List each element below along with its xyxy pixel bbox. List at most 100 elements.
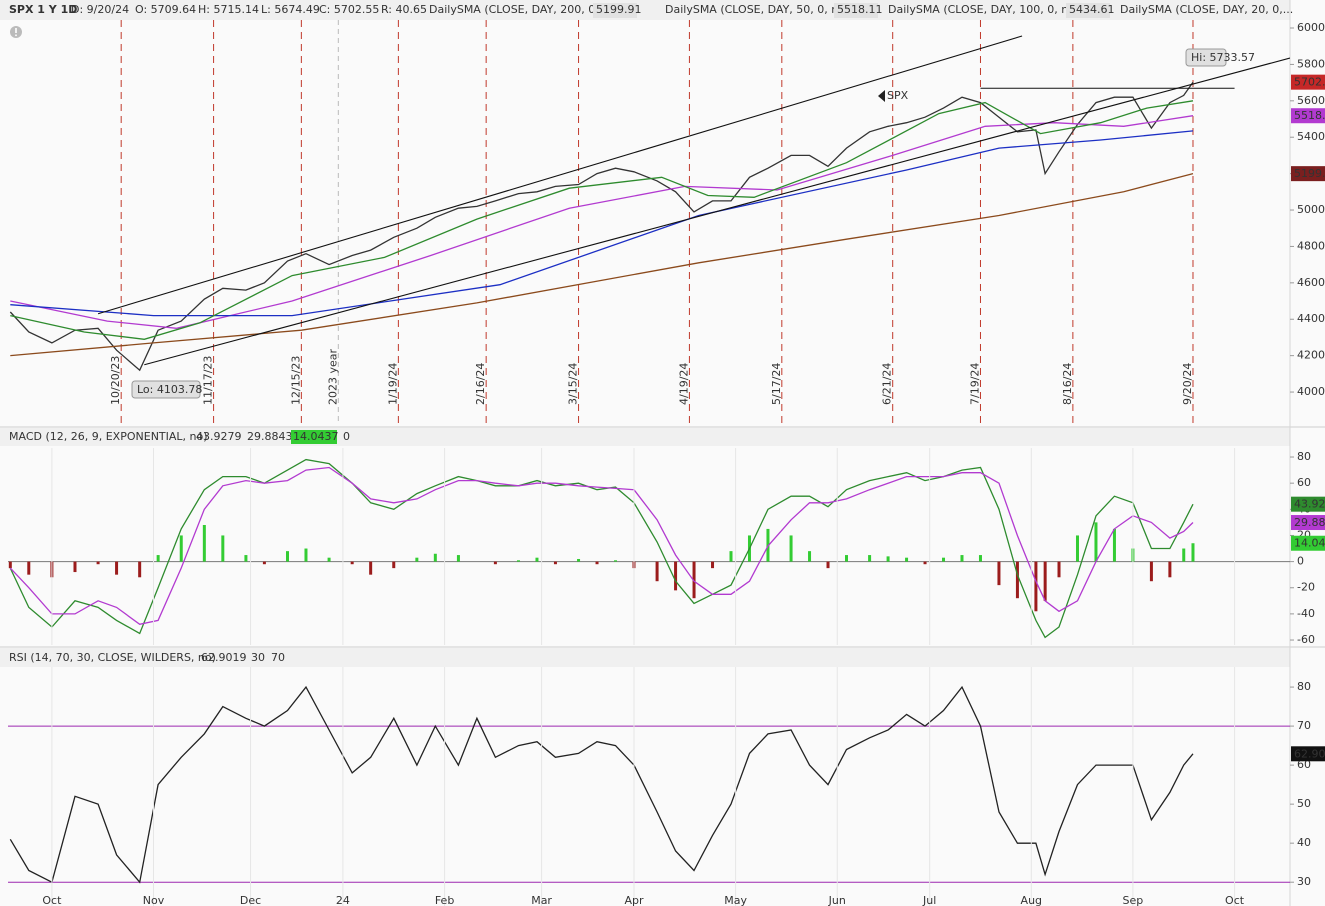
event-label: 9/20/24 xyxy=(1181,363,1194,405)
histogram-bar xyxy=(456,555,460,562)
hi-box xyxy=(1185,48,1227,67)
axis-value-box xyxy=(1291,166,1325,182)
axis-value-box xyxy=(1291,108,1325,124)
x-tick-label: Oct xyxy=(42,894,62,906)
y-tick-label: 5600 xyxy=(1297,94,1325,107)
header-item: C: 5702.55 xyxy=(319,3,379,16)
histogram-bar xyxy=(1182,548,1186,562)
histogram-bar xyxy=(179,535,183,562)
y-tick-label: 50 xyxy=(1297,797,1311,810)
hist-value-box xyxy=(291,430,337,444)
y-tick-label: 0 xyxy=(1297,555,1304,568)
histogram-bar xyxy=(8,561,12,569)
histogram-bar xyxy=(978,555,982,562)
y-tick-label: 60 xyxy=(1297,758,1311,771)
rsi-panel xyxy=(8,667,1290,906)
histogram-bar xyxy=(327,557,331,562)
study-value-box xyxy=(1066,3,1110,18)
level-value: 70 xyxy=(271,651,285,664)
histogram-bar xyxy=(674,561,678,591)
histogram-bar xyxy=(942,557,946,562)
axis-value-box xyxy=(1291,515,1325,531)
series-line xyxy=(9,685,1194,884)
axis-value-label: 5199.91 xyxy=(1294,167,1325,180)
histogram-bar xyxy=(553,561,557,565)
zero-value: 0 xyxy=(343,430,350,443)
event-label: 4/19/24 xyxy=(677,363,690,405)
axis-value-label: 14.0437 xyxy=(1294,537,1325,550)
histogram-bar xyxy=(577,558,581,562)
axis-value-box xyxy=(1291,746,1325,762)
y-tick-label: 4800 xyxy=(1297,239,1325,252)
axis-value-box xyxy=(1291,535,1325,551)
study-label: DailySMA (CLOSE, DAY, 50, 0, no) xyxy=(665,3,849,16)
study-label: DailySMA (CLOSE, DAY, 200, 0, no) xyxy=(429,3,620,16)
series-line xyxy=(10,100,1194,340)
axis-value-label: 29.8843 xyxy=(1294,516,1325,529)
histogram-bar xyxy=(262,561,266,565)
histogram-bar xyxy=(96,561,100,565)
histogram-bar xyxy=(156,555,160,562)
event-label: 11/17/23 xyxy=(202,356,215,405)
event-label: 1/19/24 xyxy=(386,363,399,405)
histogram-bar xyxy=(692,561,696,599)
x-tick-label: Sep xyxy=(1123,894,1144,906)
header-item: O: 5709.64 xyxy=(135,3,196,16)
axis-value-box xyxy=(1291,74,1325,90)
event-label: 2/16/24 xyxy=(474,363,487,405)
histogram-bar xyxy=(997,561,1001,586)
header-item: L: 5674.49 xyxy=(261,3,320,16)
histogram-bar xyxy=(905,557,909,562)
y-tick-label: -60 xyxy=(1297,633,1315,646)
histogram-bar xyxy=(729,551,733,562)
x-tick-label: Mar xyxy=(531,894,552,906)
histogram-bar xyxy=(886,556,890,562)
trend-line xyxy=(97,35,1023,315)
histogram-bar xyxy=(1057,561,1061,578)
histogram-bar xyxy=(392,561,396,569)
study-value: 5518.11 xyxy=(837,3,883,16)
macd-panel xyxy=(8,448,1290,645)
rsi-header-bar xyxy=(0,648,1290,667)
histogram-bar xyxy=(493,561,497,565)
x-tick-label: Dec xyxy=(240,894,261,906)
histogram-bar xyxy=(1094,522,1098,562)
histogram-bar xyxy=(73,561,77,573)
signal-value: 29.8843 xyxy=(247,430,293,443)
x-tick-label: Aug xyxy=(1021,894,1042,906)
histogram-bar xyxy=(304,548,308,562)
histogram-bar xyxy=(960,555,964,562)
axis-value-label: 62.9019 xyxy=(1294,747,1325,760)
histogram-bar xyxy=(844,555,848,562)
y-tick-label: 4600 xyxy=(1297,276,1325,289)
x-tick-label: Oct xyxy=(1225,894,1245,906)
histogram-bar xyxy=(826,561,830,569)
axis-value-box xyxy=(1291,496,1325,512)
alert-icon-mark xyxy=(15,34,17,37)
series-line xyxy=(9,81,1194,372)
hi-label: Hi: 5733.57 xyxy=(1191,51,1255,64)
histogram-bar xyxy=(244,555,248,562)
event-label: 12/15/23 xyxy=(289,356,302,405)
x-tick-label: May xyxy=(724,894,747,906)
y-tick-label: 30 xyxy=(1297,875,1311,888)
histogram-bar xyxy=(711,561,715,569)
lo-label: Lo: 4103.78 xyxy=(137,383,202,396)
symbol-arrow xyxy=(878,90,885,102)
histogram-bar xyxy=(789,535,793,562)
macd-title: MACD (12, 26, 9, EXPONENTIAL, no) xyxy=(9,430,208,443)
y-tick-label: 80 xyxy=(1297,680,1311,693)
alert-icon-mark xyxy=(15,28,17,33)
study-value: 5434.61 xyxy=(1069,3,1115,16)
histogram-bar xyxy=(415,557,419,562)
labels: 4000420044004600480050005200540056005800… xyxy=(9,3,1325,906)
histogram-bar xyxy=(1112,528,1116,562)
y-tick-label: 5000 xyxy=(1297,203,1325,216)
rsi-title: RSI (14, 70, 30, CLOSE, WILDERS, no) xyxy=(9,651,216,664)
histogram-bar xyxy=(868,555,872,562)
histogram-bar xyxy=(535,557,539,562)
y-tick-label: 60 xyxy=(1297,476,1311,489)
price-panel xyxy=(9,20,1290,425)
